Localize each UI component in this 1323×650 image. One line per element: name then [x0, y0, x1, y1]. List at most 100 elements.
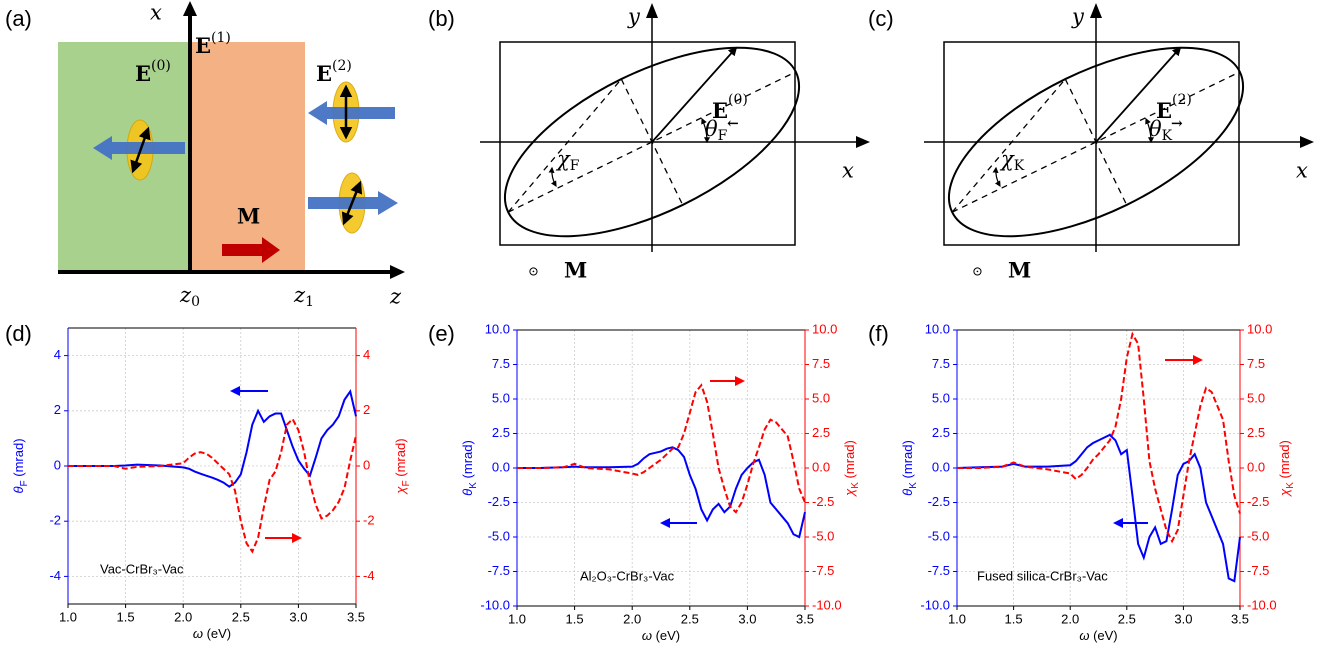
medium-0 — [58, 42, 190, 272]
field-arrow — [341, 180, 363, 226]
base: E — [135, 61, 151, 86]
y2-tick-label: 7.5 — [812, 356, 830, 371]
sub: → — [1171, 116, 1183, 132]
y-tick-label: 7.5 — [932, 356, 950, 371]
y-tick-label: 5.0 — [492, 390, 510, 405]
axis-label: χK (mrad) — [842, 440, 860, 497]
x-tick-label: 3.5 — [796, 611, 814, 626]
y-tick-label: 0.0 — [932, 459, 950, 474]
sub: F — [19, 480, 30, 486]
x-tick-label: 3.0 — [1174, 611, 1192, 626]
y-tick-label: 10.0 — [925, 321, 950, 336]
y-tick-label: 4 — [54, 347, 61, 362]
sub: 0 — [191, 294, 200, 310]
panel-label: (b) — [428, 6, 455, 31]
series-line — [68, 417, 357, 554]
annotation-arrowhead — [230, 386, 240, 396]
axis-label: ω (eV) — [193, 626, 231, 641]
magnet-label: M — [564, 258, 587, 283]
y-tick-label: -2 — [49, 513, 61, 528]
series-line — [956, 433, 1241, 583]
sup: (1) — [211, 30, 231, 46]
chart: 1.0 1.5 2.0 2.5 3.0 3.5-10.0-7.5-5.0-2.50.02.… — [428, 321, 861, 644]
panel-label: (a) — [5, 6, 32, 31]
symbol: χ — [1277, 488, 1292, 497]
sub: K — [1285, 482, 1296, 489]
sub: F — [401, 480, 412, 486]
arrowhead — [390, 265, 405, 279]
annotation-arrowhead — [1113, 518, 1123, 528]
sup: (0) — [151, 58, 171, 74]
x-tick-label: 2.0 — [1061, 611, 1079, 626]
base: θ — [1149, 117, 1162, 141]
y2-tick-label: -2 — [363, 513, 375, 528]
field-vector — [1095, 46, 1182, 143]
annotation-arrowhead — [1193, 355, 1203, 365]
unit: (mrad) — [900, 440, 915, 482]
panel-label: (e) — [428, 321, 455, 346]
y-tick-label: 0.0 — [492, 459, 510, 474]
y-tick-label: -4 — [49, 568, 61, 583]
angle-arc — [701, 117, 711, 144]
y2-tick-label: -10.0 — [1247, 597, 1277, 612]
axis-label: θK (mrad) — [900, 440, 918, 496]
y2-tick-label: -2.5 — [1247, 494, 1269, 509]
y-tick-label: -7.5 — [928, 563, 950, 578]
y2-tick-label: 2.5 — [812, 425, 830, 440]
sub: 1 — [305, 294, 314, 310]
sup: (0) — [728, 92, 748, 108]
base: z — [179, 283, 192, 307]
unit: (eV) — [203, 626, 231, 641]
arrowhead — [856, 136, 870, 148]
field-vector — [651, 46, 738, 143]
diagram-c: (c) y x E(2) → θK χK ⊙ M — [868, 3, 1314, 283]
axis-label: θK (mrad) — [460, 440, 478, 496]
interface-label: z0 — [179, 283, 200, 311]
ellipticity-arc — [548, 166, 557, 188]
y-tick-label: 2 — [54, 402, 61, 417]
y2-tick-label: 10.0 — [812, 321, 837, 336]
arrowhead — [1300, 136, 1314, 148]
magnet-label: M — [237, 204, 260, 229]
y2-tick-label: -4 — [363, 568, 375, 583]
y2-tick-label: -5.0 — [812, 528, 834, 543]
x-tick-label: 1.5 — [566, 611, 584, 626]
base: E — [195, 33, 211, 58]
axis-label: χK (mrad) — [1277, 440, 1295, 497]
ellipticity-label: χF — [555, 147, 580, 175]
annotation: Fused silica-CrBr₃-Vac — [977, 568, 1108, 583]
y-tick-label: 5.0 — [932, 390, 950, 405]
axis-label: χF (mrad) — [393, 438, 411, 494]
y-tick-label: -5.0 — [488, 528, 510, 543]
sub: K — [908, 482, 919, 489]
y-tick-label: -2.5 — [488, 494, 510, 509]
base: θ — [705, 117, 718, 141]
x-tick-label: 2.0 — [623, 611, 641, 626]
x-tick-label: 1.5 — [1005, 611, 1023, 626]
symbol: ω — [193, 626, 203, 641]
x-tick-label: 1.0 — [508, 611, 526, 626]
field-label: E(1) — [195, 30, 231, 58]
diagonal — [507, 78, 622, 213]
arrowhead — [183, 1, 197, 16]
x-tick-label: 3.5 — [1231, 611, 1249, 626]
axis-label: x — [150, 1, 162, 25]
field-label: E(0) — [135, 58, 171, 86]
field-arrow — [130, 126, 151, 174]
y2-tick-label: 7.5 — [1247, 356, 1265, 371]
sup: (2) — [1172, 92, 1192, 108]
x-tick-label: 3.0 — [289, 609, 307, 624]
y2-tick-label: -7.5 — [1247, 563, 1269, 578]
base: E — [316, 61, 332, 86]
y2-tick-label: 5.0 — [812, 390, 830, 405]
sub: F — [570, 158, 580, 174]
y2-tick-label: -2.5 — [812, 494, 834, 509]
frame — [943, 41, 1240, 246]
series-line — [957, 331, 1241, 544]
y2-tick-label: 2.5 — [1247, 425, 1265, 440]
series-line — [517, 446, 806, 539]
annotation-arrowhead — [292, 533, 302, 543]
x-tick-label: 1.0 — [948, 611, 966, 626]
magnet-label: M — [1008, 258, 1031, 283]
